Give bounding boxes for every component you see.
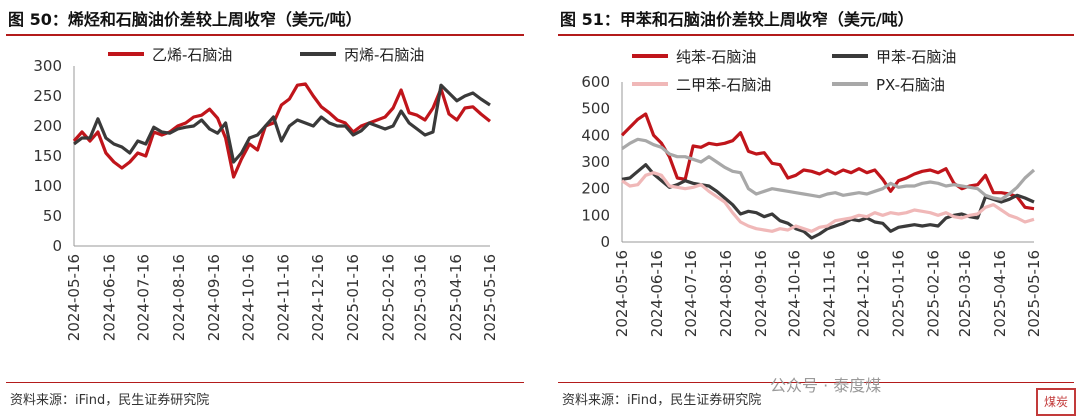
right-x-tick-label: 2024-07-16 <box>682 250 700 337</box>
left-bottom-rule <box>6 382 524 383</box>
left-x-tick-label: 2024-06-16 <box>100 254 118 341</box>
left-y-tick-label: 200 <box>33 117 62 135</box>
left-x-tick-label: 2025-03-16 <box>411 254 429 341</box>
right-series-line-2 <box>621 163 1035 240</box>
left-title-rule <box>6 34 524 36</box>
right-x-tick-label: 2024-12-16 <box>855 250 873 337</box>
left-chart-panel: 图 50：烯烃和石脑油价差较上周收窄（美元/吨） 0 50 100 150 200 250… <box>0 0 530 418</box>
right-y-tick-label: 600 <box>581 73 610 91</box>
right-x-tick-label: 2025-02-16 <box>925 250 943 337</box>
right-series-line-4 <box>621 137 1036 201</box>
left-series-line-2 <box>73 83 491 164</box>
left-x-tick-label: 2024-07-16 <box>135 254 153 341</box>
left-x-tick-label: 2025-05-16 <box>481 254 499 341</box>
right-y-tick-label: 300 <box>581 153 610 171</box>
left-x-tick-label: 2025-02-16 <box>380 254 398 341</box>
right-legend-label-1: 纯苯-石脑油 <box>676 48 756 66</box>
left-y-tick-label: 0 <box>52 237 62 255</box>
left-y-tick-label: 50 <box>43 207 62 225</box>
watermark-text: 公众号 · 泰度煤 <box>770 376 882 395</box>
right-y-tick-label: 100 <box>581 206 610 224</box>
left-source-note: 资料来源：iFind，民生证券研究院 <box>10 393 210 408</box>
right-legend-label-4: PX-石脑油 <box>876 76 945 94</box>
right-legend-label-2: 甲苯-石脑油 <box>876 48 956 66</box>
left-y-tick-label: 250 <box>33 87 62 105</box>
right-x-tick-label: 2024-06-16 <box>648 250 666 337</box>
left-x-tick-label: 2024-09-16 <box>205 254 223 341</box>
left-x-tick-label: 2024-05-16 <box>65 254 83 341</box>
right-x-tick-label: 2025-04-16 <box>991 250 1009 337</box>
left-x-tick-label: 2024-10-16 <box>239 254 257 341</box>
right-x-tick-label: 2024-08-16 <box>717 250 735 337</box>
left-x-tick-label: 2025-01-16 <box>344 254 362 341</box>
left-chart-title: 图 50：烯烃和石脑油价差较上周收窄（美元/吨） <box>8 10 362 29</box>
left-y-tick-label: 100 <box>33 177 62 195</box>
right-y-tick-label: 400 <box>581 126 610 144</box>
left-y-tick-label: 150 <box>33 147 62 165</box>
left-x-tick-label: 2025-04-16 <box>447 254 465 341</box>
left-line-chart: 0 50 100 150 200 250 300 2024-05-16 2024-06-16 20… <box>33 46 499 341</box>
right-y-tick-label: 500 <box>581 100 610 118</box>
right-bottom-rule <box>558 382 1074 383</box>
left-legend-label-2: 丙烯-石脑油 <box>344 46 424 64</box>
right-chart-title: 图 51：甲苯和石脑油价差较上周收窄（美元/吨） <box>560 10 914 29</box>
left-x-tick-label: 2024-11-16 <box>275 254 293 341</box>
left-y-tick-label: 300 <box>33 57 62 75</box>
right-x-tick-label: 2024-10-16 <box>786 250 804 337</box>
right-y-tick-label: 200 <box>581 180 610 198</box>
left-x-tick-label: 2024-08-16 <box>170 254 188 341</box>
right-x-tick-label: 2025-03-16 <box>956 250 974 337</box>
left-x-tick-label: 2024-12-16 <box>309 254 327 341</box>
right-x-tick-label: 2024-05-16 <box>613 250 631 337</box>
right-legend-label-3: 二甲苯-石脑油 <box>676 76 771 94</box>
right-source-note: 资料来源：iFind，民生证券研究院 <box>562 393 762 408</box>
right-x-tick-label: 2025-05-16 <box>1025 250 1043 337</box>
left-series-line-1 <box>72 82 491 179</box>
right-series-line-3 <box>621 171 1035 233</box>
right-title-rule <box>558 34 1074 36</box>
right-x-tick-label: 2024-11-16 <box>821 250 839 337</box>
left-legend-label-1: 乙烯-石脑油 <box>152 46 232 64</box>
right-x-tick-label: 2024-09-16 <box>752 250 770 337</box>
right-y-tick-label: 0 <box>600 233 610 251</box>
right-x-tick-label: 2025-01-16 <box>890 250 908 337</box>
right-chart-panel: 图 51：甲苯和石脑油价差较上周收窄（美元/吨） 0 100 200 300 400 50… <box>552 0 1080 418</box>
watermark-stamp: 煤炭 <box>1036 388 1076 416</box>
right-line-chart: 0 100 200 300 400 500 600 2024-05-16 2024-06-16 2… <box>581 48 1043 337</box>
